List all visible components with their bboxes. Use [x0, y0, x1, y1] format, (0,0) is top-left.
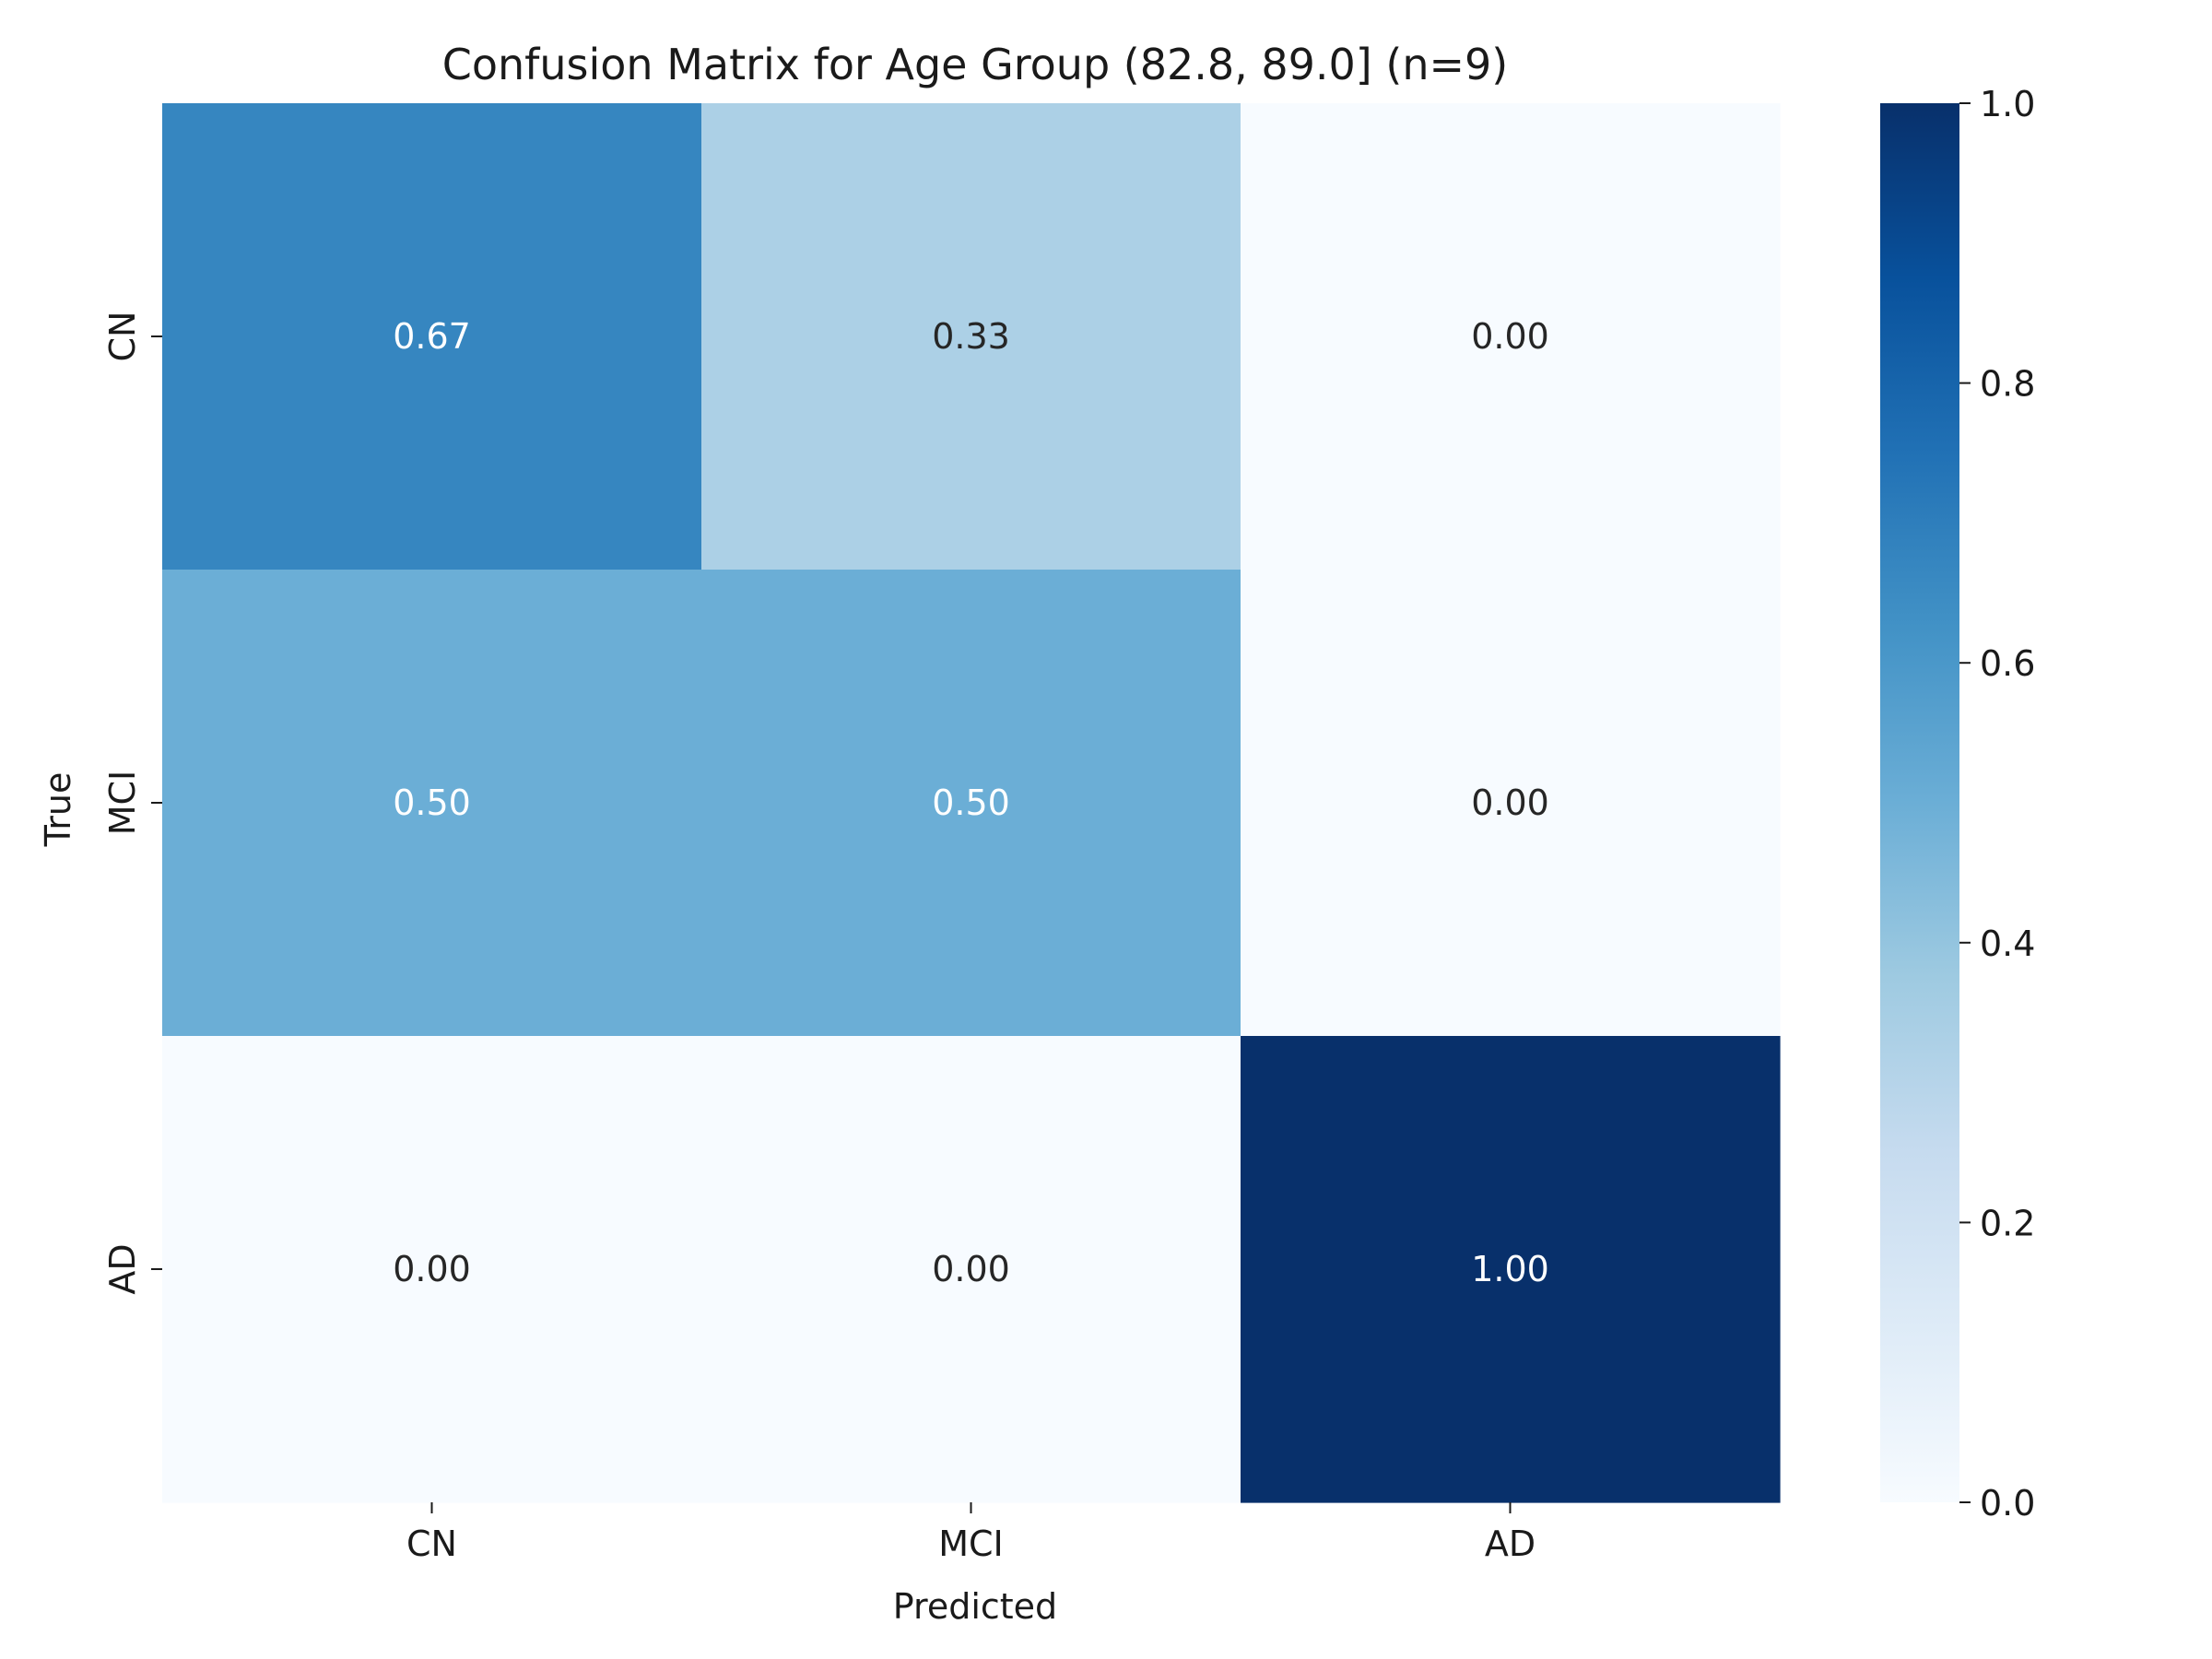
heatmap-cell — [701, 103, 1241, 571]
colorbar-tick-label: 0.2 — [1980, 1203, 2035, 1243]
x-axis-label: Predicted — [893, 1586, 1057, 1627]
y-tick-label: MCI — [102, 771, 143, 836]
cell-value-label: 0.00 — [1471, 782, 1549, 823]
y-axis-label: True — [38, 772, 78, 848]
y-tick-label: AD — [102, 1243, 143, 1294]
heatmap-cell — [162, 570, 702, 1037]
heatmap-cell — [701, 1036, 1241, 1503]
x-axis-ticks: CN MCI AD — [406, 1502, 1535, 1564]
heatmap-cell — [1241, 570, 1781, 1037]
cell-value-label: 1.00 — [1471, 1249, 1549, 1289]
cell-value-label: 0.00 — [393, 1249, 471, 1289]
colorbar-tick-label: 0.4 — [1980, 924, 2035, 964]
heatmap-cell — [162, 1036, 702, 1503]
chart-title: Confusion Matrix for Age Group (82.8, 89… — [442, 40, 1508, 89]
cell-value-label: 0.50 — [932, 782, 1010, 823]
colorbar-tick-label: 0.6 — [1980, 643, 2035, 684]
cell-value-label: 0.67 — [393, 316, 471, 357]
colorbar-tick-label: 0.0 — [1980, 1483, 2035, 1524]
heatmap-cell — [701, 570, 1241, 1037]
cell-value-label: 0.33 — [932, 316, 1010, 357]
cell-value-label: 0.00 — [932, 1249, 1010, 1289]
cell-value-label: 0.00 — [1471, 316, 1549, 357]
heatmap-cell — [1241, 1036, 1781, 1503]
colorbar-tick-label: 1.0 — [1980, 84, 2035, 124]
x-tick-label: AD — [1485, 1524, 1535, 1564]
heatmap-cell — [1241, 103, 1781, 571]
cell-value-label: 0.50 — [393, 782, 471, 823]
heatmap-grid: 0.67 0.33 0.00 0.50 0.50 0.00 0.00 0.00 1.00 — [162, 103, 1781, 1503]
colorbar-tick-label: 0.8 — [1980, 364, 2035, 405]
y-tick-label: CN — [102, 312, 143, 362]
colorbar-gradient — [1880, 103, 1959, 1502]
x-tick-label: CN — [406, 1524, 457, 1564]
heatmap-cell — [162, 103, 702, 571]
colorbar: 0.0 0.2 0.4 0.6 0.8 1.0 — [1880, 84, 2035, 1524]
y-axis-ticks: CN MCI AD — [102, 312, 162, 1295]
x-tick-label: MCI — [938, 1524, 1004, 1564]
